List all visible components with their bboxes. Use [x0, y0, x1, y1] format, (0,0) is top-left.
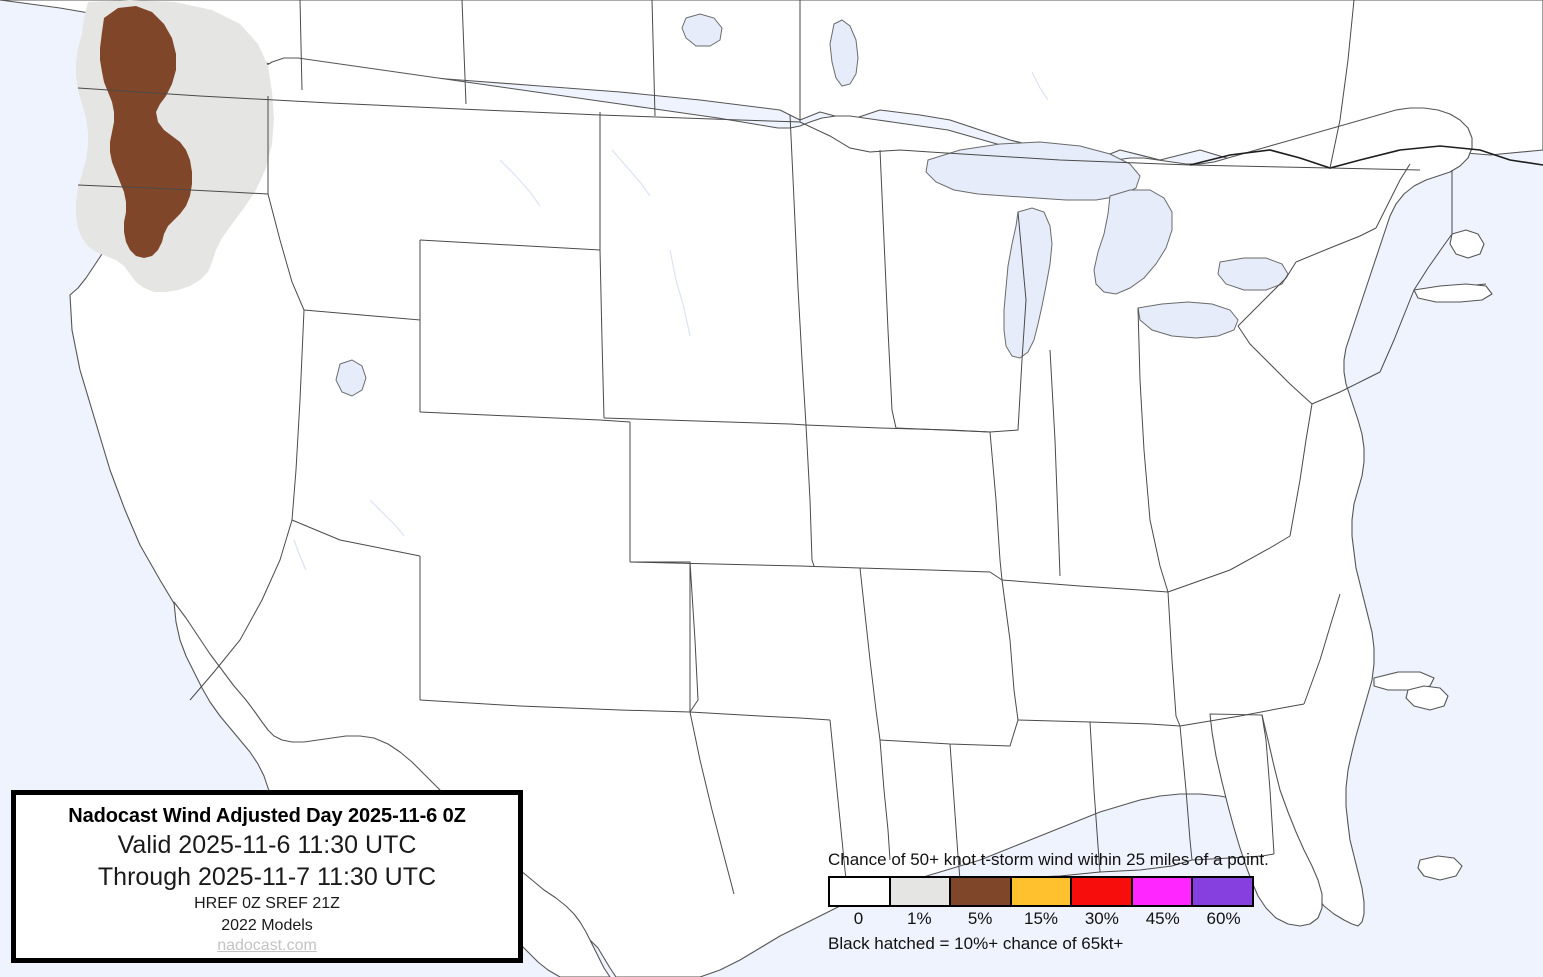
coastline-detail	[1373, 229, 1493, 881]
state-borders	[77, 0, 1543, 901]
probability-legend: Chance of 50+ knot t-storm wind within 2…	[828, 848, 1269, 955]
great-salt-lake	[335, 359, 367, 397]
legend-header-text: Chance of 50+ knot t-storm wind within 2…	[828, 850, 1269, 869]
nadocast-link[interactable]: nadocast.com	[217, 937, 317, 955]
legend-swatch-30	[1072, 877, 1133, 905]
probability-contours	[76, 0, 274, 292]
legend-footer-text: Black hatched = 10%+ chance of 65kt+	[828, 933, 1124, 953]
lake-huron	[1093, 189, 1173, 295]
legend-tick-0: 0	[853, 908, 864, 928]
lake-of-the-woods	[681, 13, 723, 47]
legend-swatch-45	[1132, 877, 1194, 905]
bahamas-1	[1373, 671, 1435, 691]
bahamas-2	[1405, 685, 1449, 711]
cape-cod	[1449, 229, 1485, 259]
page-title: Nadocast Wind Adjusted Day 2025-11-6 0Z	[68, 805, 466, 827]
great-lakes	[335, 13, 1289, 397]
legend-swatch-0	[830, 877, 891, 905]
bahamas-3	[1417, 855, 1463, 881]
legend-tick-30pct: 30%	[1084, 908, 1119, 928]
legend-swatch-60	[1193, 877, 1253, 905]
lake-winnipeg	[829, 19, 859, 87]
rivers	[293, 71, 1049, 571]
lake-erie	[1137, 301, 1239, 339]
legend-tick-45pct: 45%	[1145, 908, 1180, 928]
legend-swatch-5	[951, 877, 1012, 905]
legend-tick-5pct: 5%	[967, 908, 993, 928]
lake-michigan	[1003, 207, 1053, 359]
models-line: HREF 0Z SREF 21Z	[194, 895, 340, 912]
models-year-line: 2022 Models	[221, 916, 313, 934]
legend-swatch-15	[1011, 877, 1073, 905]
long-island	[1413, 283, 1493, 303]
lake-ontario	[1217, 257, 1289, 291]
legend-swatch-1	[890, 877, 952, 905]
legend-tick-labels: 0 1% 5% 15% 30% 45% 60%	[828, 907, 1254, 931]
legend-colorbar	[828, 875, 1254, 907]
through-time-line: Through 2025-11-7 11:30 UTC	[97, 863, 437, 891]
legend-tick-1pct: 1%	[906, 908, 932, 928]
legend-tick-15pct: 15%	[1023, 908, 1059, 928]
valid-time-line: Valid 2025-11-6 11:30 UTC	[117, 831, 417, 859]
contour-5-percent	[100, 6, 192, 258]
legend-tick-60pct: 60%	[1206, 908, 1241, 928]
title-info-box: Nadocast Wind Adjusted Day 2025-11-6 0Z …	[11, 790, 523, 963]
